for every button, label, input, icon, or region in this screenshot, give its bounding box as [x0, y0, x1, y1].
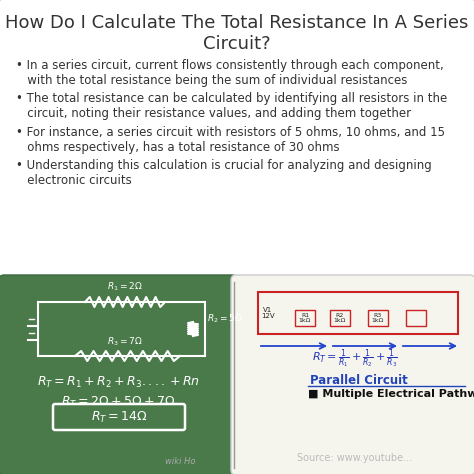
Text: wiki Ho: wiki Ho — [165, 457, 195, 466]
Text: • Understanding this calculation is crucial for analyzing and designing
   elect: • Understanding this calculation is cruc… — [16, 159, 432, 187]
Text: $R_T = 2\Omega+ 5\Omega+ 7\Omega$: $R_T = 2\Omega+ 5\Omega+ 7\Omega$ — [61, 394, 175, 410]
Text: Source: www.youtube...: Source: www.youtube... — [298, 453, 412, 463]
Text: $R_3=7\Omega$: $R_3=7\Omega$ — [107, 336, 143, 348]
Text: $R_2=5\Omega$: $R_2=5\Omega$ — [207, 313, 243, 325]
FancyBboxPatch shape — [0, 0, 474, 294]
Bar — [258, 292, 458, 334]
Text: • In a series circuit, current flows consistently through each component,
   wit: • In a series circuit, current flows con… — [16, 59, 444, 87]
Bar — [295, 310, 315, 326]
Text: R1
1kΩ: R1 1kΩ — [299, 312, 311, 323]
Text: $R_T = R_1+R_2+R_3....+Rn$: $R_T = R_1+R_2+R_3....+Rn$ — [36, 374, 200, 390]
Text: • For instance, a series circuit with resistors of 5 ohms, 10 ohms, and 15
   oh: • For instance, a series circuit with re… — [16, 126, 445, 154]
Bar — [368, 310, 388, 326]
Bar — [406, 310, 426, 326]
Text: R3
1kΩ: R3 1kΩ — [372, 312, 384, 323]
Text: Parallel Circuit: Parallel Circuit — [310, 374, 408, 388]
Text: R2
1kΩ: R2 1kΩ — [334, 312, 346, 323]
FancyBboxPatch shape — [0, 275, 237, 474]
Text: $R_T = 14\Omega$: $R_T = 14\Omega$ — [91, 410, 147, 425]
Text: $R_T=\frac{1}{R_1}+\frac{1}{R_2}+\frac{1}{R_3}$: $R_T=\frac{1}{R_1}+\frac{1}{R_2}+\frac{1… — [312, 347, 398, 370]
Bar — [330, 310, 350, 326]
Text: $R_1=2\Omega$: $R_1=2\Omega$ — [107, 281, 143, 293]
FancyBboxPatch shape — [231, 275, 474, 474]
Text: ■ Multiple Electrical Pathways: ■ Multiple Electrical Pathways — [308, 389, 474, 399]
Text: V1
12V: V1 12V — [261, 307, 275, 319]
Text: • The total resistance can be calculated by identifying all resistors in the
   : • The total resistance can be calculated… — [16, 92, 447, 120]
FancyBboxPatch shape — [53, 404, 185, 430]
Text: How Do I Calculate The Total Resistance In A Series
Circuit?: How Do I Calculate The Total Resistance … — [5, 14, 469, 53]
